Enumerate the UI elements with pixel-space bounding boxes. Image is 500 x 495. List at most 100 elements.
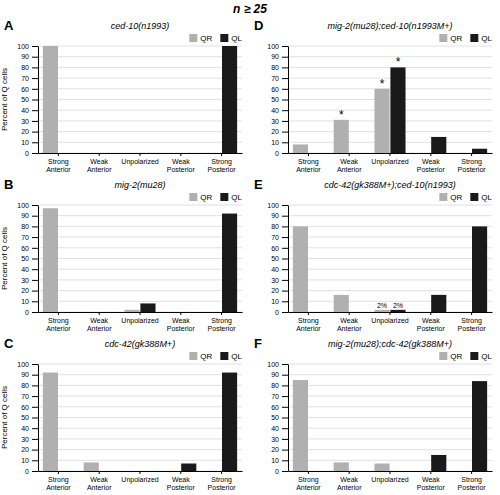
x-tick-label: WeakAnterior	[337, 476, 362, 491]
y-tick: 0	[25, 468, 38, 475]
x-tick-mark	[221, 312, 222, 315]
y-tick-mark	[282, 132, 288, 133]
y-tick-label: 80	[21, 64, 29, 71]
y-tick-label: 20	[21, 128, 29, 135]
grid-line	[38, 417, 242, 418]
bar	[334, 295, 349, 312]
panel: 0102030405060708090100StrongAnteriorWeak…	[0, 177, 243, 332]
y-tick-mark	[32, 301, 38, 302]
legend: QRQL	[439, 352, 492, 361]
x-tick-label: WeakAnterior	[337, 317, 362, 332]
x-tick-label-line: Weak	[340, 158, 358, 165]
grid-line	[38, 364, 242, 365]
grid-line	[288, 226, 492, 227]
x-tick-label-line: Posterior	[458, 325, 487, 332]
y-tick: 10	[271, 457, 288, 464]
y-tick-label: 20	[21, 287, 29, 294]
y-tick: 70	[21, 393, 38, 400]
bar	[350, 153, 365, 154]
y-tick: 50	[21, 414, 38, 421]
x-tick: WeakPosterior	[417, 312, 446, 332]
title: mig-2(mu28)	[114, 180, 165, 190]
y-axis: 0102030405060708090100	[17, 43, 38, 157]
y-tick-mark	[282, 248, 288, 249]
bar	[59, 471, 74, 472]
y-tick-mark	[32, 450, 38, 451]
grid-line	[288, 428, 492, 429]
x-tick: Unpolarized	[371, 312, 408, 325]
y-tick-mark	[32, 375, 38, 376]
grid-line	[288, 56, 492, 57]
series	[140, 214, 237, 312]
bar	[84, 462, 99, 471]
y-tick-mark	[32, 121, 38, 122]
y-axis: 0102030405060708090100	[17, 361, 38, 475]
grid-line	[38, 226, 242, 227]
x-tick: StrongAnterior	[46, 153, 71, 173]
bar	[165, 153, 180, 154]
legend-item: QR	[189, 34, 212, 43]
plot: 0102030405060708090100StrongAnteriorWeak…	[267, 202, 492, 332]
annotation: *	[396, 55, 401, 69]
x-tick-mark	[180, 153, 181, 156]
grid-line	[288, 205, 492, 206]
grid-line	[38, 406, 242, 407]
y-tick-mark	[282, 385, 288, 386]
x-tick-label-line: Unpolarized	[371, 317, 408, 325]
y-tick-mark	[32, 237, 38, 238]
y-tick-label: 20	[271, 446, 279, 453]
y-tick-mark	[32, 67, 38, 68]
bar	[334, 120, 349, 153]
bar	[431, 137, 446, 153]
x-tick-label-line: Anterior	[87, 484, 112, 491]
title: ced-10(n1993)	[111, 21, 170, 31]
x-tick-label-line: Posterior	[417, 166, 446, 173]
annotation: 2%	[377, 302, 387, 309]
y-tick-label: 80	[21, 382, 29, 389]
y-axis: 0102030405060708090100	[267, 43, 288, 157]
grid-line	[38, 46, 242, 47]
legend-item: QR	[189, 193, 212, 202]
y-tick: 80	[271, 223, 288, 230]
y-tick-mark	[32, 418, 38, 419]
x-tick: WeakPosterior	[167, 471, 196, 491]
x-tick-label: WeakPosterior	[167, 317, 196, 332]
y-tick: 30	[271, 436, 288, 443]
y-tick-mark	[282, 439, 288, 440]
y-tick-label: 40	[21, 266, 29, 273]
x-tick-mark	[99, 312, 100, 315]
y-tick-mark	[32, 132, 38, 133]
grid-line	[38, 78, 242, 79]
x-tick-label-line: Anterior	[296, 166, 321, 173]
x-tick: WeakPosterior	[167, 312, 196, 332]
bar	[181, 153, 196, 154]
legend-label: QR	[450, 352, 462, 361]
series	[390, 226, 487, 312]
y-tick-label: 80	[21, 223, 29, 230]
x-tick-label: StrongAnterior	[46, 476, 71, 491]
grid-line	[288, 438, 492, 439]
x-tick: WeakPosterior	[417, 471, 446, 491]
y-tick: 20	[21, 128, 38, 135]
x-tick-mark	[58, 312, 59, 315]
grid-line	[38, 301, 242, 302]
x-tick: Unpolarized	[121, 153, 158, 166]
x-tick-label-line: Anterior	[337, 484, 362, 491]
grid-line	[288, 364, 492, 365]
y-tick-mark	[32, 385, 38, 386]
y-tick-mark	[282, 110, 288, 111]
y-tick-label: 0	[25, 309, 29, 316]
y-tick-mark	[32, 312, 38, 313]
grid-line	[38, 385, 242, 386]
plot: 0102030405060708090100StrongAnteriorWeak…	[0, 202, 243, 332]
y-tick: 90	[271, 212, 288, 219]
y-tick-label: 30	[271, 277, 279, 284]
x-axis: StrongAnteriorWeakAnteriorUnpolarizedWea…	[39, 471, 243, 491]
figure-annotation: n ≥ 25	[233, 2, 267, 16]
x-tick-label: WeakAnterior	[337, 158, 362, 173]
x-tick-mark	[430, 471, 431, 474]
x-axis: StrongAnteriorWeakAnteriorUnpolarizedWea…	[289, 153, 493, 173]
y-tick: 40	[271, 266, 288, 273]
legend: QRQL	[189, 193, 242, 202]
x-tick: WeakAnterior	[87, 312, 112, 332]
